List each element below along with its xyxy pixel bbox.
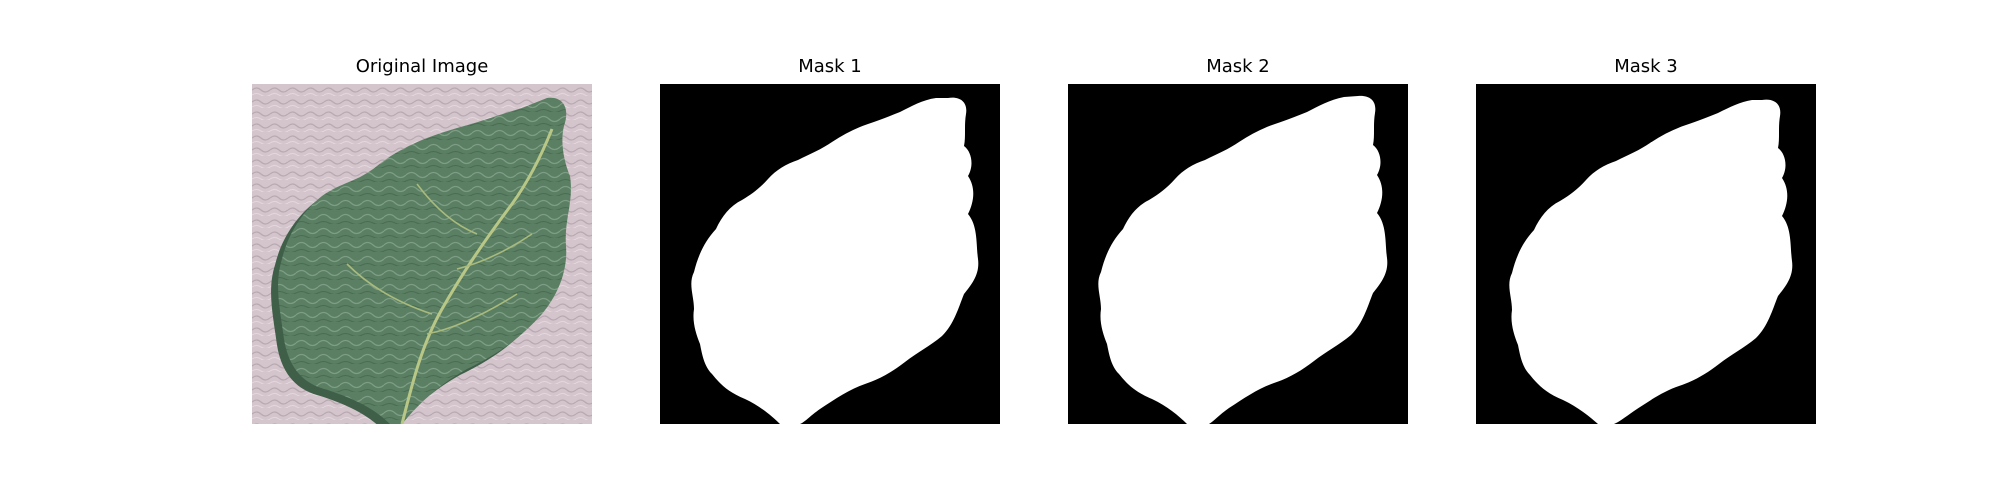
panel-title: Mask 2 xyxy=(1206,56,1270,77)
leaf xyxy=(278,97,571,424)
mask-foreground xyxy=(1098,95,1388,424)
panel-title: Mask 1 xyxy=(798,56,862,77)
leaf-veins xyxy=(346,183,533,335)
mask-foreground xyxy=(1509,99,1793,424)
mask-1-image xyxy=(660,84,1000,424)
panel-title: Original Image xyxy=(355,56,489,77)
panel-title: Mask 3 xyxy=(1614,56,1678,77)
mask-foreground xyxy=(691,97,979,424)
original-leaf-image xyxy=(252,84,592,424)
mask-2-image xyxy=(1068,84,1408,424)
mask-3-image xyxy=(1476,84,1816,424)
